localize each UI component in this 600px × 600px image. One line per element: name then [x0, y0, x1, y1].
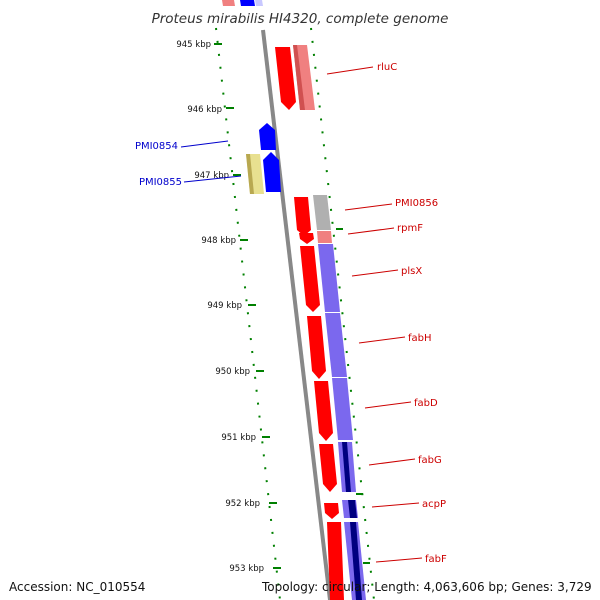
gene-fabD-arrow[interactable] [314, 381, 333, 441]
map-title: Proteus mirabilis HI4320, complete genom… [152, 11, 449, 27]
genome-summary-text: Topology: circular; Length: 4,063,606 bp… [262, 580, 592, 594]
right-ruler-ticks [336, 228, 370, 564]
gene-label-plsX[interactable]: plsX [401, 266, 422, 277]
partial-feature-blue [240, 0, 255, 6]
kbp-label: 951 kbp [221, 433, 256, 443]
gene-label-rpmF[interactable]: rpmF [397, 223, 423, 234]
gene-fabF-arrow[interactable] [327, 522, 344, 600]
cog-bars [293, 45, 366, 600]
kbp-label: 952 kbp [225, 499, 260, 509]
cog-rluC-shade [293, 45, 305, 110]
kbp-label: 947 kbp [194, 171, 229, 181]
partial-feature-lightblue [255, 0, 263, 6]
gene-label-rluC[interactable]: rluC [377, 62, 397, 73]
top-partial-features [222, 0, 263, 6]
gene-rpmF-arrow[interactable] [299, 233, 314, 244]
partial-feature-lightred [222, 0, 235, 6]
cog-acpP-navy [348, 500, 357, 518]
cog-plsX [318, 244, 340, 312]
gene-label-acpP[interactable]: acpP [422, 499, 446, 510]
cog-fabG-navy [342, 442, 351, 492]
gene-pmi0855-arrow[interactable] [263, 152, 281, 192]
gene-label-pmi0856[interactable]: PMI0856 [395, 198, 438, 209]
kbp-ticks: 945 kbp 946 kbp 947 kbp 948 kbp 949 kbp … [176, 40, 281, 574]
forward-genes [246, 123, 281, 194]
gene-pmi0855-cog-shade [246, 154, 254, 194]
cog-rpmF [317, 231, 332, 243]
label-leaders [180, 66, 423, 563]
right-ruler [310, 27, 375, 600]
kbp-label: 945 kbp [176, 40, 211, 50]
cog-fabH [325, 313, 347, 377]
gene-fabH-arrow[interactable] [307, 316, 326, 379]
kbp-label: 949 kbp [207, 301, 242, 311]
cog-pmi0856 [313, 195, 331, 230]
kbp-label: 950 kbp [215, 367, 250, 377]
gene-acpP-arrow[interactable] [324, 503, 339, 519]
kbp-label: 946 kbp [187, 105, 222, 115]
gene-label-pmi0854[interactable]: PMI0854 [135, 141, 178, 152]
cog-fabD [332, 378, 353, 440]
gene-label-fabH[interactable]: fabH [408, 333, 432, 344]
gene-label-fabF[interactable]: fabF [425, 554, 447, 565]
genome-backbone [261, 29, 332, 600]
gene-label-fabD[interactable]: fabD [414, 398, 438, 409]
gene-pmi0854-arrow[interactable] [259, 123, 276, 150]
cog-fabF-navy [350, 522, 362, 600]
gene-fabG-arrow[interactable] [319, 444, 337, 492]
kbp-label: 948 kbp [201, 236, 236, 246]
gene-labels: rluC PMI0854 PMI0855 PMI0856 rpmF plsX f… [135, 62, 447, 565]
gene-plsX-arrow[interactable] [300, 246, 320, 312]
reverse-genes [275, 47, 344, 600]
gene-label-fabG[interactable]: fabG [418, 455, 442, 466]
gene-rluC-arrow[interactable] [275, 47, 296, 110]
left-ruler [215, 27, 281, 600]
gene-label-pmi0855[interactable]: PMI0855 [139, 177, 182, 188]
kbp-label: 953 kbp [229, 564, 264, 574]
accession-text: Accession: NC_010554 [9, 580, 146, 594]
gene-pmi0856-arrow[interactable] [294, 197, 311, 236]
